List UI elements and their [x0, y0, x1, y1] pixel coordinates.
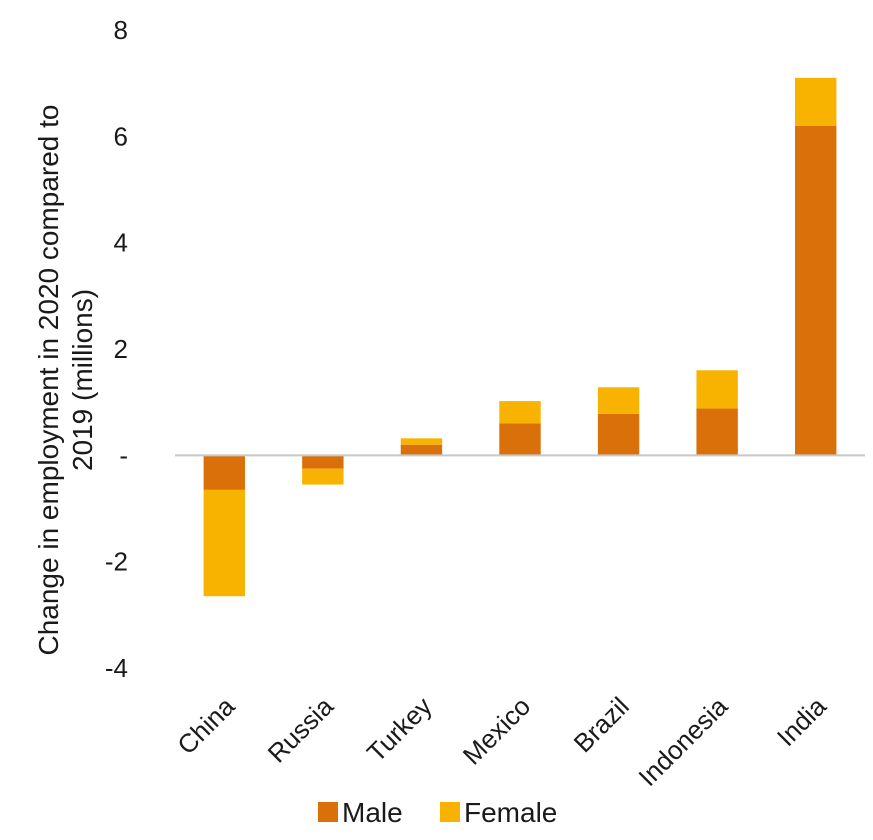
x-tick-label: Russia: [262, 691, 340, 769]
bar-female-india: [795, 77, 837, 126]
y-tick-label: -2: [105, 547, 128, 577]
x-tick-label: Brazil: [568, 691, 635, 758]
bar-male-turkey: [400, 444, 443, 456]
bar-male-china: [203, 455, 245, 490]
y-tick-label: 4: [114, 228, 128, 258]
legend-label-female: Female: [464, 797, 557, 828]
bar-female-brazil: [597, 387, 640, 414]
legend-swatch-female: [440, 802, 460, 822]
legend-label-male: Male: [342, 797, 403, 828]
bar-male-india: [795, 125, 837, 456]
bar-female-turkey: [400, 438, 443, 445]
bar-male-brazil: [597, 413, 640, 456]
bar-female-mexico: [499, 401, 541, 424]
x-tick-label: Turkey: [361, 691, 438, 768]
bar-female-china: [203, 489, 245, 597]
x-tick-label: India: [771, 691, 832, 752]
legend-swatch-male: [318, 802, 338, 822]
bar-male-mexico: [499, 423, 541, 456]
y-tick-label: -4: [105, 653, 128, 683]
bar-male-indonesia: [696, 408, 738, 456]
y-axis-label-line-2: 2019 (millions): [67, 289, 98, 471]
y-tick-label: -: [119, 440, 128, 470]
bars: [203, 77, 837, 597]
bar-male-russia: [302, 455, 344, 469]
y-tick-label: 2: [114, 334, 128, 364]
x-tick-label: China: [171, 691, 241, 761]
y-tick-label: 6: [114, 121, 128, 151]
x-tick-label: Mexico: [457, 691, 536, 770]
bar-female-russia: [302, 468, 344, 485]
y-axis-label: Change in employment in 2020 compared to…: [33, 104, 98, 655]
y-axis-label-line-1: Change in employment in 2020 compared to: [33, 104, 64, 655]
legend: Male Female: [318, 797, 557, 828]
y-tick-label: 8: [114, 15, 128, 45]
x-tick-label: Indonesia: [632, 691, 733, 792]
bar-female-indonesia: [696, 370, 738, 409]
